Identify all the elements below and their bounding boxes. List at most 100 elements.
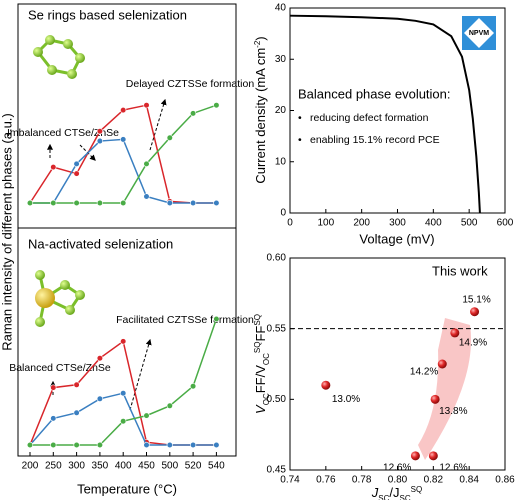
label-part: SQ xyxy=(253,342,262,354)
point xyxy=(120,106,127,114)
point xyxy=(73,170,80,177)
arrow xyxy=(129,338,152,411)
series-line xyxy=(29,104,217,204)
y-tick-label: 0.50 xyxy=(267,394,287,405)
point xyxy=(213,315,220,323)
x-tick-label: 0.82 xyxy=(424,475,444,486)
y-tick-label: 0 xyxy=(280,208,286,219)
point xyxy=(166,441,173,449)
point-label: 12.6% xyxy=(383,463,411,474)
series-line xyxy=(30,138,217,204)
x-tick-label: 400 xyxy=(115,461,132,472)
point-label: 14.9% xyxy=(459,338,487,349)
x-tick-label: 600 xyxy=(497,218,514,229)
label-part: -2 xyxy=(253,40,262,48)
point xyxy=(26,199,34,207)
y-axis-label: Current density (mA cm-2) xyxy=(253,36,269,183)
y-tick-label: 30 xyxy=(275,54,287,65)
point xyxy=(450,328,460,338)
point xyxy=(428,451,438,461)
point xyxy=(73,409,80,416)
point xyxy=(166,199,173,207)
point xyxy=(50,384,57,391)
point xyxy=(50,441,57,449)
x-axis-label: Temperature (°C) xyxy=(77,481,177,496)
point xyxy=(50,415,57,422)
x-axis-label: Voltage (mV) xyxy=(359,231,434,246)
x-tick-label: 540 xyxy=(208,461,225,472)
series-line xyxy=(30,104,217,204)
point xyxy=(143,441,150,449)
x-tick-label: 200 xyxy=(353,218,370,229)
y-tick-label: 10 xyxy=(275,156,287,167)
arrow xyxy=(149,98,167,151)
point-label: 14.2% xyxy=(410,367,438,378)
y-axis-label: VOCFF/VOCSQFFSQ xyxy=(253,314,271,414)
bullet: • xyxy=(298,112,302,124)
point xyxy=(96,355,103,362)
logo: NPVM xyxy=(462,16,496,50)
x-tick-label: 0.84 xyxy=(459,475,479,486)
y-tick-label: 0.55 xyxy=(267,323,287,334)
y-axis-label: Raman intensity of different phases (a.u… xyxy=(0,113,14,351)
annotation: Facilitated CZTSSe formation xyxy=(116,314,254,326)
point xyxy=(190,110,197,117)
x-tick-label: 0 xyxy=(287,218,293,229)
panel-title: Se rings based selenization xyxy=(28,7,187,22)
point xyxy=(410,451,420,461)
point-label: 15.1% xyxy=(462,294,490,305)
point xyxy=(120,199,127,207)
point xyxy=(120,338,127,345)
x-tick-label: 350 xyxy=(92,461,109,472)
series-line xyxy=(30,318,218,446)
x-tick-label: 0.78 xyxy=(352,475,372,486)
x-tick-label: 0.86 xyxy=(495,475,515,486)
point xyxy=(143,102,150,109)
x-tick-label: 200 xyxy=(22,461,39,472)
annotation: Imbalanced CTSe/ZnSe xyxy=(7,127,119,139)
label-part: SC xyxy=(378,494,389,500)
annotation: Balanced phase evolution: xyxy=(298,86,451,101)
point-label: 13.0% xyxy=(332,394,360,405)
point-label: 12.6% xyxy=(439,463,467,474)
point xyxy=(120,390,127,397)
point xyxy=(120,418,127,425)
label-part: FF xyxy=(253,326,268,342)
label-part: /J xyxy=(389,485,399,500)
se-ring-icon xyxy=(33,35,85,79)
jv-curve xyxy=(289,14,481,214)
annotation: reducing defect formation xyxy=(310,112,429,124)
point xyxy=(96,128,103,135)
point xyxy=(190,383,197,390)
point xyxy=(143,412,150,419)
label-part: SQ xyxy=(253,314,262,326)
panel-title: Na-activated selenization xyxy=(28,236,173,251)
label-part: OC xyxy=(262,353,271,365)
point xyxy=(143,160,150,167)
label-part: Current density (mA cm xyxy=(253,48,268,184)
point xyxy=(190,199,197,207)
annotation: This work xyxy=(432,263,488,278)
x-tick-label: 450 xyxy=(138,461,155,472)
point xyxy=(213,441,220,449)
plot-frame xyxy=(289,257,506,471)
point xyxy=(213,199,220,207)
x-tick-label: 100 xyxy=(317,218,334,229)
point xyxy=(96,395,103,402)
x-tick-label: 250 xyxy=(45,461,62,472)
logo-text: NPVM xyxy=(469,30,489,37)
point xyxy=(213,102,220,109)
label-part: J xyxy=(371,485,379,500)
x-axis-label: JSC/JSCSQ xyxy=(371,485,422,500)
x-tick-label: 0.80 xyxy=(388,475,408,486)
annotation: enabling 15.1% record PCE xyxy=(310,134,440,146)
annotation: Balanced CTSe/ZnSe xyxy=(9,362,111,374)
point xyxy=(120,136,127,143)
highlight-band xyxy=(418,318,472,460)
point xyxy=(321,380,331,390)
x-tick-label: 300 xyxy=(68,461,85,472)
point xyxy=(96,199,103,207)
point xyxy=(73,441,80,449)
annotation: Delayed CZTSSe formation xyxy=(126,78,255,90)
